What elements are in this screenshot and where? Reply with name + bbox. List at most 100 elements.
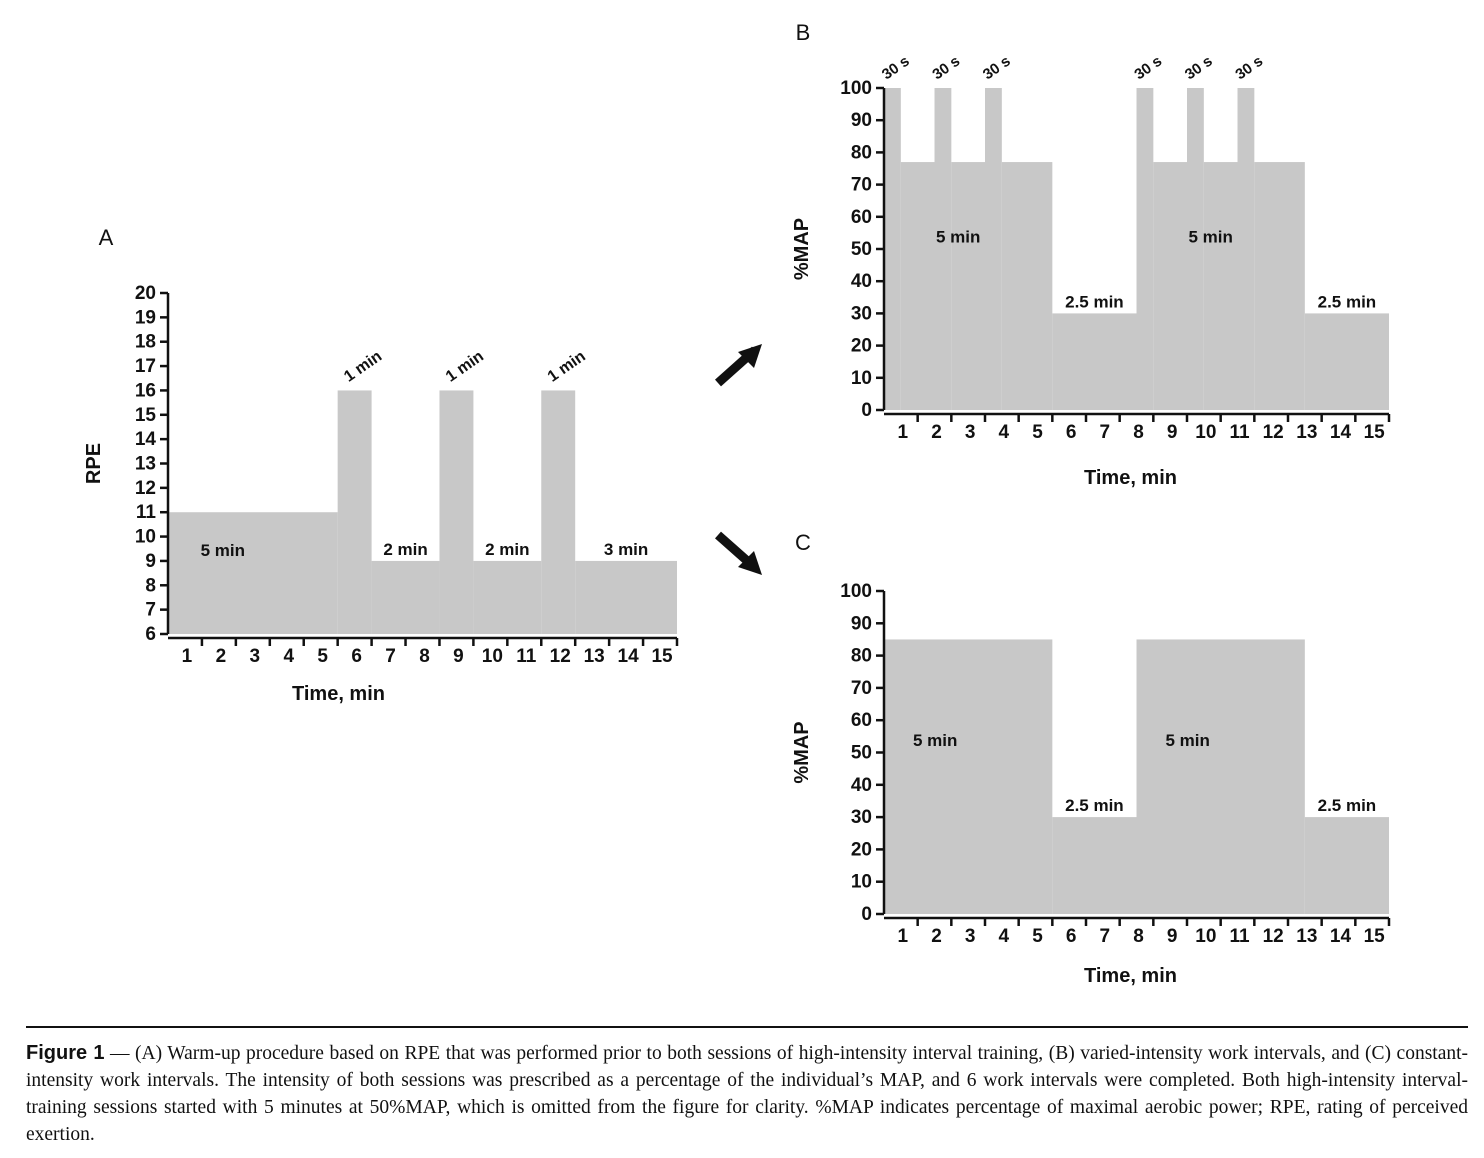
- x-tick-label: 15: [651, 646, 673, 667]
- figure-label: Figure 1: [26, 1042, 105, 1064]
- y-tick-label: 60: [851, 710, 872, 731]
- bar-segment: [473, 560, 542, 634]
- x-tick-label: 8: [419, 646, 430, 667]
- bar-segment: [1187, 88, 1204, 410]
- x-tick-label: 6: [1066, 422, 1077, 443]
- y-tick-label: 6: [145, 624, 156, 645]
- y-tick-label: 50: [851, 239, 872, 260]
- x-tick-label: 8: [1133, 926, 1144, 947]
- x-tick-label: 13: [1296, 926, 1317, 947]
- x-tick-label: 11: [1229, 926, 1250, 947]
- bar-label: 30 s: [1232, 53, 1266, 84]
- x-tick-label: 5: [1032, 926, 1043, 947]
- bar-segment: [884, 639, 1053, 914]
- bar-segment: [1153, 162, 1187, 410]
- bar-label: 30 s: [1182, 53, 1216, 84]
- y-tick-label: 80: [851, 646, 872, 667]
- y-tick-label: 13: [135, 454, 156, 475]
- y-tick-label: 14: [135, 429, 157, 450]
- bar-segment: [1203, 162, 1238, 410]
- bar-segment: [1237, 88, 1255, 410]
- y-axis-title: %MAP: [791, 218, 813, 280]
- bar-segment: [951, 162, 985, 410]
- bar-label: 1 min: [443, 348, 487, 386]
- x-tick-label: 3: [965, 422, 976, 443]
- x-tick-label: 9: [1167, 422, 1178, 443]
- x-tick-label: 14: [1330, 422, 1352, 443]
- x-tick-label: 3: [965, 926, 976, 947]
- bar-segment: [439, 390, 474, 634]
- x-tick-label: 4: [999, 926, 1010, 947]
- caption-dash: —: [110, 1043, 130, 1064]
- caption-divider: [26, 1026, 1468, 1028]
- bar-segment: [1254, 162, 1305, 410]
- x-tick-label: 1: [898, 926, 909, 947]
- bar-label: 5 min: [1165, 731, 1209, 750]
- x-tick-label: 3: [250, 646, 261, 667]
- y-tick-label: 20: [851, 839, 872, 860]
- x-tick-label: 9: [453, 646, 464, 667]
- bar-segment: [1304, 817, 1389, 914]
- x-tick-label: 12: [1263, 926, 1284, 947]
- y-tick-label: 60: [851, 207, 872, 228]
- bar-segment: [337, 390, 372, 634]
- y-tick-label: 70: [851, 678, 872, 699]
- bar-label: 30 s: [879, 53, 913, 84]
- bar-segment: [1304, 313, 1389, 410]
- x-axis-title: Time, min: [1084, 965, 1177, 987]
- y-tick-label: 0: [861, 904, 872, 925]
- bar-segment: [1136, 639, 1305, 914]
- x-tick-label: 10: [482, 646, 503, 667]
- y-tick-label: 10: [851, 872, 872, 893]
- x-tick-label: 2: [931, 926, 942, 947]
- x-tick-label: 10: [1195, 926, 1216, 947]
- x-tick-label: 7: [1100, 422, 1111, 443]
- x-tick-label: 14: [1330, 926, 1352, 947]
- bar-segment: [985, 88, 1002, 410]
- y-tick-label: 40: [851, 271, 872, 292]
- panel-label: B: [796, 20, 811, 45]
- y-axis-title: %MAP: [791, 721, 813, 783]
- bar-segment: [541, 390, 576, 634]
- bar-segment: [1052, 817, 1137, 914]
- y-tick-label: 15: [135, 405, 157, 426]
- x-tick-label: 4: [999, 422, 1010, 443]
- y-tick-label: 90: [851, 613, 872, 634]
- x-tick-label: 11: [1229, 422, 1250, 443]
- y-tick-label: 19: [135, 307, 156, 328]
- bar-segment: [1052, 313, 1137, 410]
- y-tick-label: 10: [135, 527, 156, 548]
- x-tick-label: 13: [584, 646, 605, 667]
- caption-text: (A) Warm-up procedure based on RPE that …: [26, 1043, 1469, 1145]
- y-tick-label: 20: [851, 336, 872, 357]
- arrow-to-panel-b: [715, 344, 762, 387]
- x-tick-label: 2: [931, 422, 942, 443]
- x-tick-label: 8: [1133, 422, 1144, 443]
- y-tick-label: 18: [135, 332, 156, 353]
- bar-segment: [934, 88, 952, 410]
- bar-label: 2 min: [485, 540, 529, 559]
- arrow-to-panel-c: [715, 531, 762, 575]
- x-tick-label: 12: [1263, 422, 1284, 443]
- x-tick-label: 6: [351, 646, 362, 667]
- x-tick-label: 15: [1364, 926, 1386, 947]
- y-tick-label: 8: [145, 575, 156, 596]
- y-tick-label: 50: [851, 743, 872, 764]
- y-tick-label: 11: [136, 502, 157, 523]
- bar-label: 30 s: [1131, 53, 1165, 84]
- y-tick-label: 17: [135, 356, 156, 377]
- x-tick-label: 4: [283, 646, 294, 667]
- x-tick-label: 15: [1364, 422, 1386, 443]
- x-tick-label: 11: [516, 646, 537, 667]
- bar-label: 2.5 min: [1318, 292, 1377, 311]
- x-axis-title: Time, min: [1084, 467, 1177, 489]
- bar-segment: [1001, 162, 1053, 410]
- x-tick-label: 9: [1167, 926, 1178, 947]
- y-tick-label: 20: [135, 283, 156, 304]
- bar-segment: [371, 560, 440, 634]
- x-tick-label: 7: [1100, 926, 1111, 947]
- y-tick-label: 12: [135, 478, 156, 499]
- panel-label: A: [99, 225, 114, 250]
